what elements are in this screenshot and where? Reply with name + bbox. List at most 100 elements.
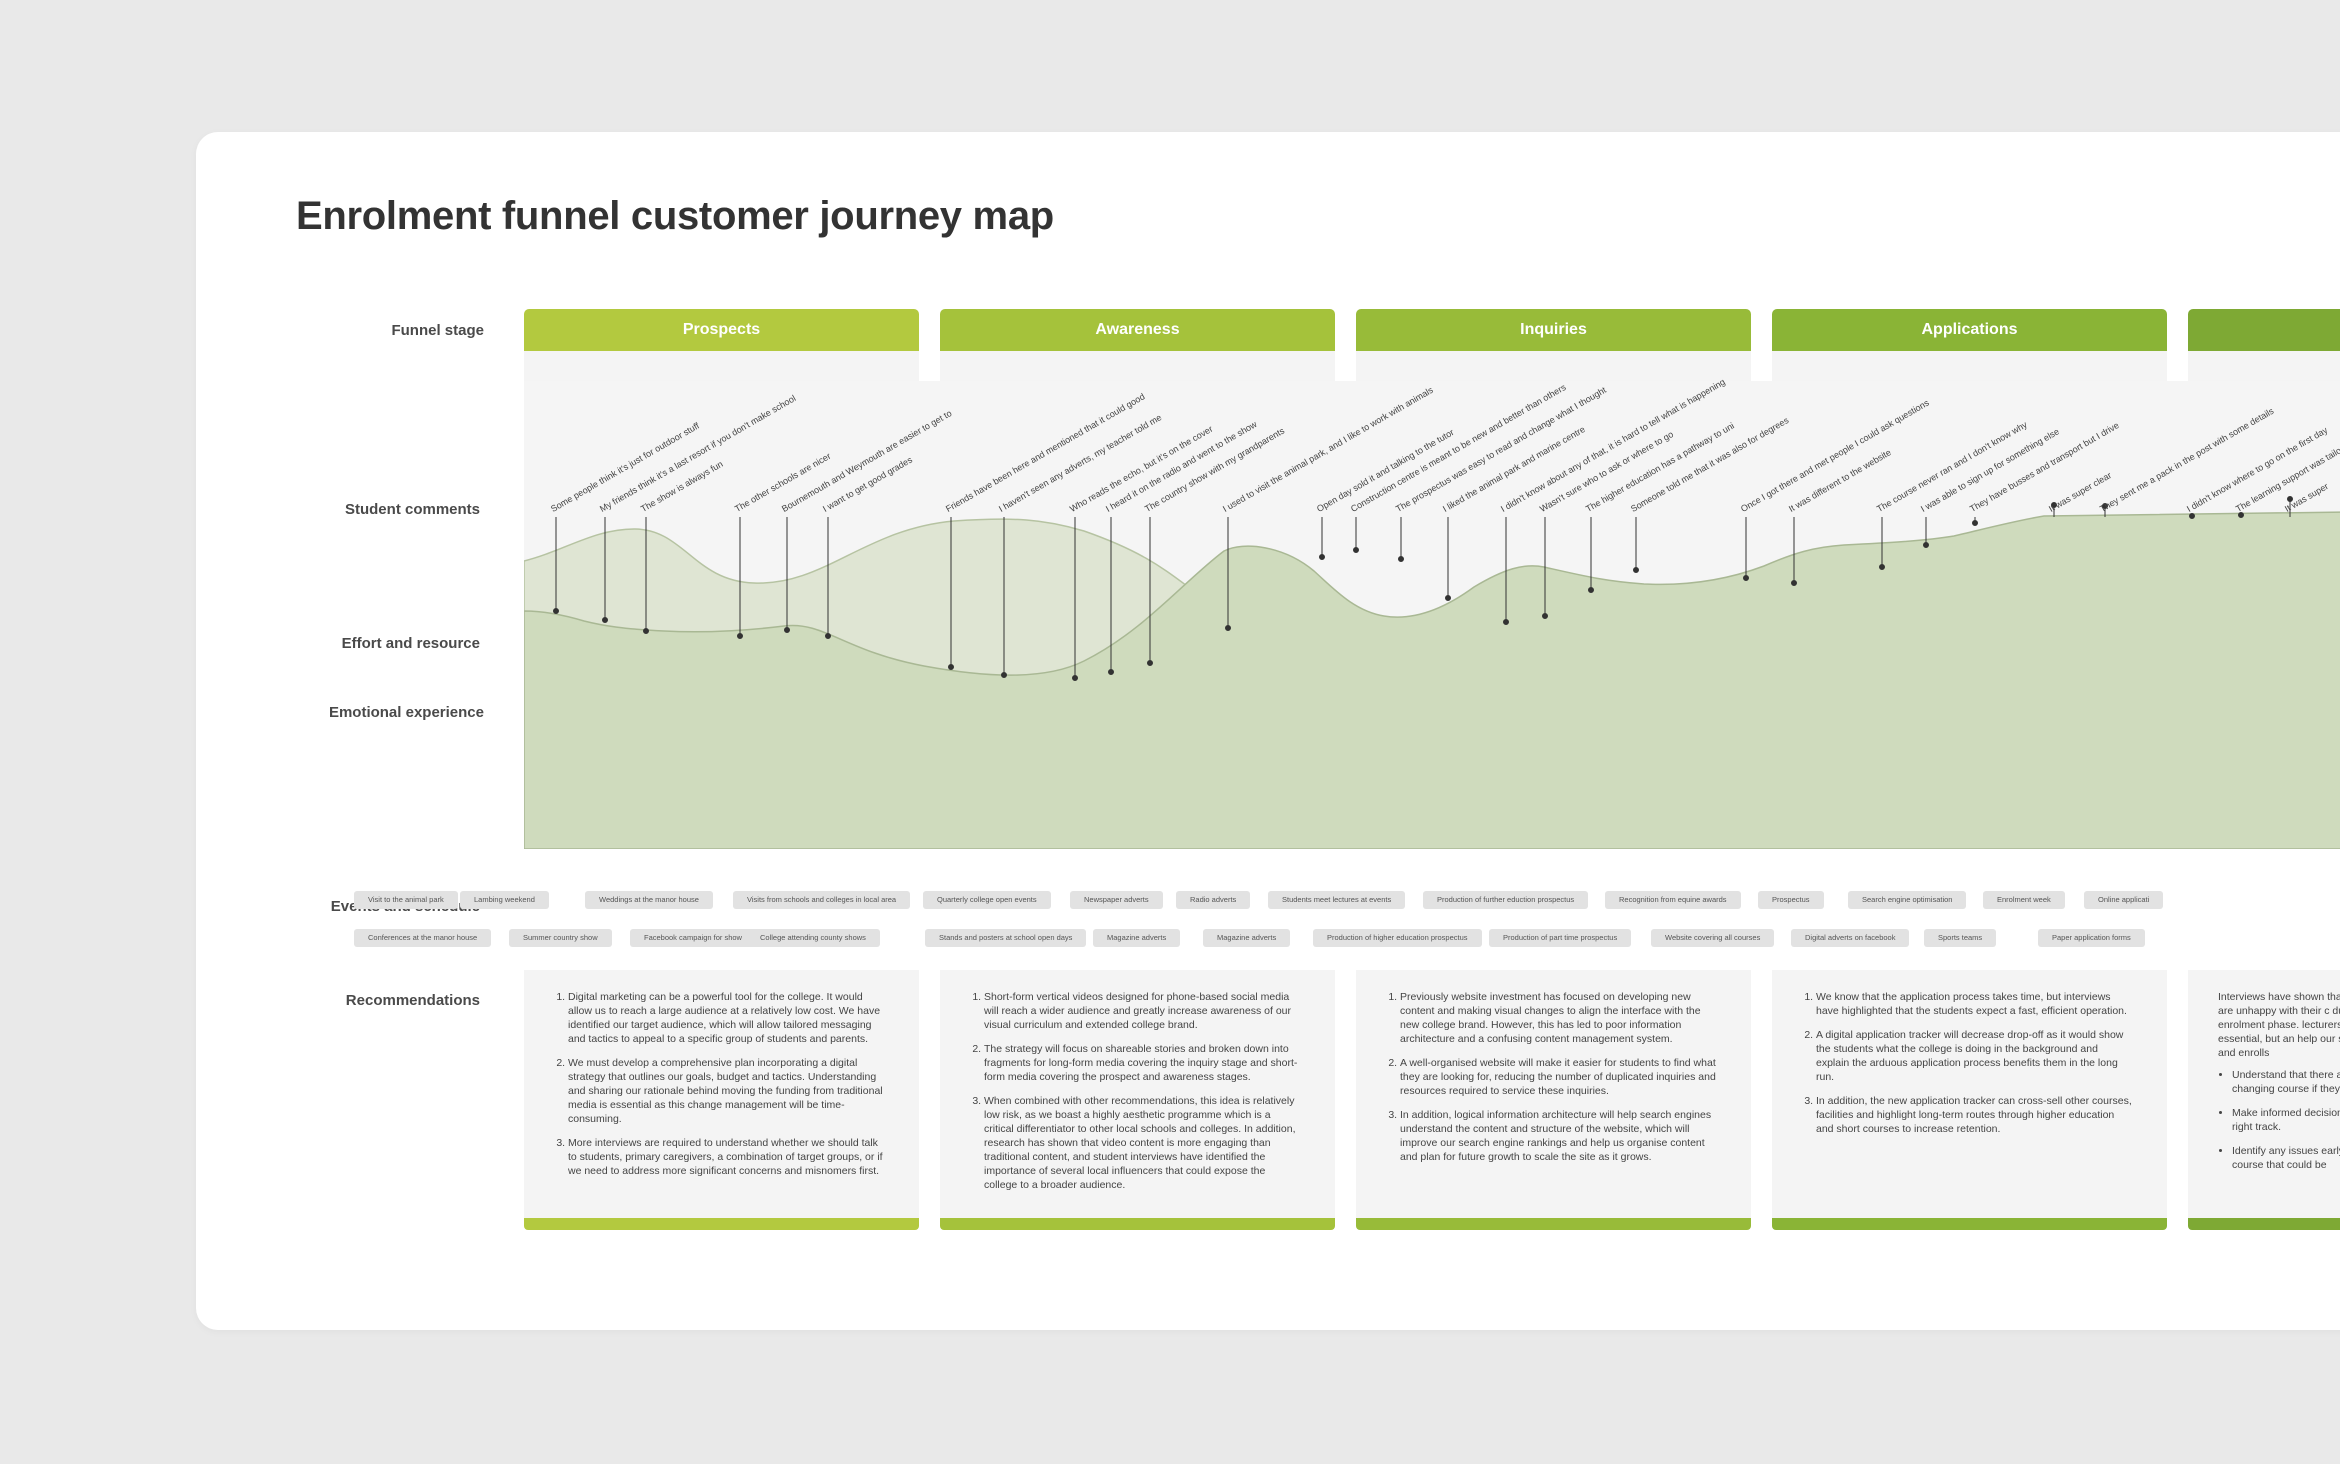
emotion-area [524,511,2340,849]
event-pill: Magazine adverts [1093,929,1181,947]
comment-marker [643,628,649,634]
comment-marker [1108,669,1114,675]
rec-text-5: Interviews have shown that s they are un… [2218,990,2340,1182]
rec-text-3: Previously website investment has focuse… [1386,990,1716,1174]
stage-header-enrolment [2188,309,2340,351]
event-pill: Quarterly college open events [923,891,1051,909]
event-pill: Summer country show [509,929,612,947]
event-pill: Weddings at the manor house [585,891,713,909]
comment-marker [2287,496,2293,502]
event-pill: Visits from schools and colleges in loca… [733,891,911,909]
comment-marker [1147,660,1153,666]
journey-graph [524,496,2340,849]
comment-marker [825,633,831,639]
stage-body-2 [940,351,1335,381]
comment-marker [2238,512,2244,518]
rec-5-item: Make informed decisions the right track. [2232,1106,2340,1134]
rec-panel-5 [2188,970,2340,1224]
journey-map-card: Enrolment funnel customer journey map Fu… [196,132,2340,1330]
event-pill: Production of part time prospectus [1489,929,1632,947]
rec-3-item: In addition, logical information archite… [1400,1108,1716,1164]
comment-marker [1353,547,1359,553]
event-pill: Enrolment week [1983,891,2065,909]
comment-marker [948,664,954,670]
label-funnel-stage: Funnel stage [391,322,484,339]
rec-panel-2 [940,970,1335,1224]
rec-panel-1 [524,970,919,1224]
comment-marker [1445,595,1451,601]
stage-header-awareness: Awareness [940,309,1335,351]
event-pill: Digital adverts on facebook [1791,929,1910,947]
rec-2-item: Short-form vertical videos designed for … [984,990,1300,1032]
comment-marker [784,627,790,633]
event-pill: Radio adverts [1176,891,1251,909]
comment-marker [1588,587,1594,593]
stage-body-4 [1772,351,2167,381]
comment-marker [1923,542,1929,548]
event-pill: Lambing weekend [460,891,549,909]
stage-header-applications: Applications [1772,309,2167,351]
event-pill: Website covering all courses [1651,929,1775,947]
rec-2-item: When combined with other recommendations… [984,1094,1300,1192]
event-pill: Online applicati [2084,891,2164,909]
stage-header-prospects: Prospects [524,309,919,351]
stage-body-3 [1356,351,1751,381]
event-pill: Stands and posters at school open days [925,929,1087,947]
event-pill: Recognition from equine awards [1605,891,1741,909]
comment-marker [1001,672,1007,678]
rec-3-item: Previously website investment has focuse… [1400,990,1716,1046]
rec-text-1: Digital marketing can be a powerful tool… [554,990,884,1188]
event-pill: Search engine optimisation [1848,891,1967,909]
rec-1-item: Digital marketing can be a powerful tool… [568,990,884,1046]
rec-bar-1 [524,1218,919,1230]
rec-4-item: A digital application tracker will decre… [1816,1028,2132,1084]
rec-bar-3 [1356,1218,1751,1230]
event-pill: Paper application forms [2038,929,2145,947]
journey-graph-panel [524,381,2340,849]
comment-marker [1225,625,1231,631]
comment-marker [1072,675,1078,681]
rec-bar-4 [1772,1218,2167,1230]
rec-bar-2 [940,1218,1335,1230]
comment-marker [737,633,743,639]
rec-5-item: Identify any issues early t in a course … [2232,1144,2340,1172]
comment-marker [1972,520,1978,526]
rec-1-item: More interviews are required to understa… [568,1136,884,1178]
event-pill: Newspaper adverts [1070,891,1163,909]
event-pill: Students meet lectures at events [1268,891,1406,909]
label-emotional: Emotional experience [328,704,484,721]
rec-4-item: We know that the application process tak… [1816,990,2132,1018]
comment-marker [602,617,608,623]
comment-marker [1398,556,1404,562]
event-pill: Conferences at the manor house [354,929,492,947]
event-pill: Prospectus [1758,891,1824,909]
label-effort: Effort and resource [341,635,480,652]
rec-bar-5 [2188,1218,2340,1230]
page-title: Enrolment funnel customer journey map [296,194,1054,238]
event-pill: Facebook campaign for show [630,929,756,947]
comment-marker [1542,613,1548,619]
event-pill: College attending county shows [746,929,880,947]
label-recommendations: Recommendations [345,992,480,1009]
event-pill: Production of further eduction prospectu… [1423,891,1589,909]
rec-5-intro: Interviews have shown that s they are un… [2218,991,2340,1059]
comment-marker [1319,554,1325,560]
rec-1-item: We must develop a comprehensive plan inc… [568,1056,884,1126]
comment-marker [1503,619,1509,625]
comment-markers [553,496,2293,681]
stage-header-inquiries: Inquiries [1356,309,1751,351]
rec-4-item: In addition, the new application tracker… [1816,1094,2132,1136]
rec-panel-4 [1772,970,2167,1224]
stage-body-1 [524,351,919,381]
label-student-comments: Student comments [344,501,480,518]
comment-marker [1633,567,1639,573]
rec-text-2: Short-form vertical videos designed for … [970,990,1300,1202]
rec-text-4: We know that the application process tak… [1802,990,2132,1146]
comment-marker [1879,564,1885,570]
event-pill: Magazine adverts [1203,929,1291,947]
rec-2-item: The strategy will focus on shareable sto… [984,1042,1300,1084]
comment-marker [2102,503,2108,509]
comment-marker [1791,580,1797,586]
event-pill: Production of higher education prospectu… [1313,929,1482,947]
rec-3-item: A well-organised website will make it ea… [1400,1056,1716,1098]
